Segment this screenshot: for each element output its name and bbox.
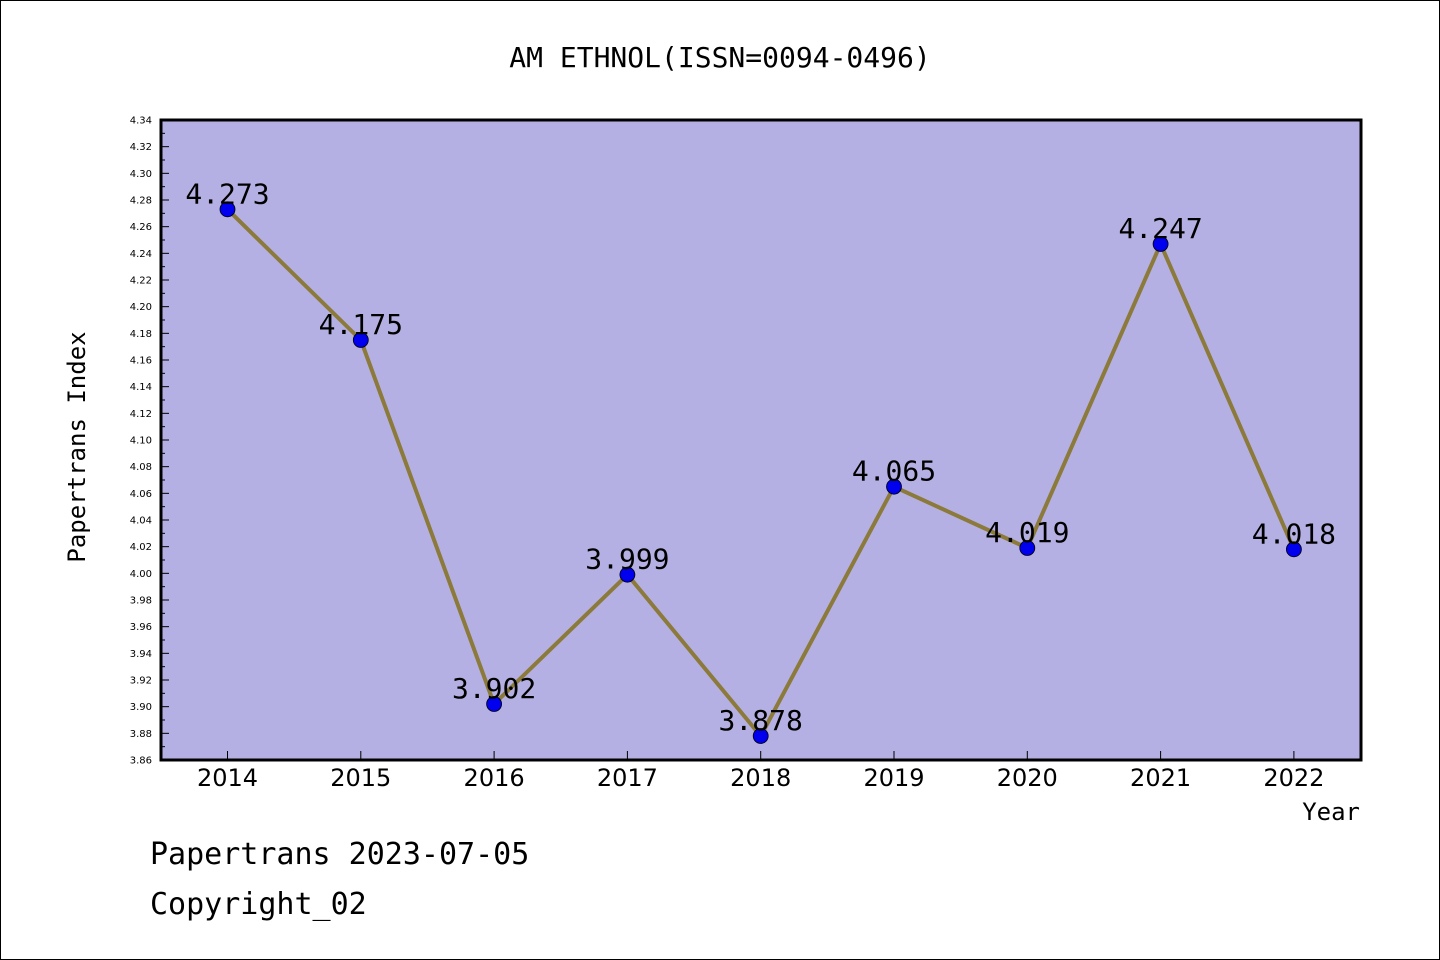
x-tick-label: 2014 bbox=[197, 764, 258, 792]
y-tick-label: 3.96 bbox=[130, 622, 152, 633]
x-axis-label: Year bbox=[1302, 798, 1360, 826]
y-axis-ticks: 3.86 3.88 3.90 3.92 3.94 3.96 3.98 4.00 4.02 4.04… bbox=[130, 116, 169, 767]
series-layer: 4.273 4.175 3.902 3.999 3.878 4.065 4.019 4.247… bbox=[185, 177, 1336, 744]
data-label: 3.878 bbox=[719, 704, 803, 737]
data-point-marker bbox=[486, 696, 503, 712]
data-label: 3.902 bbox=[452, 672, 536, 705]
y-tick-label: 4.16 bbox=[130, 356, 152, 367]
x-tick-label: 2016 bbox=[464, 764, 525, 792]
data-label: 3.999 bbox=[585, 543, 669, 576]
y-tick-label: 4.10 bbox=[130, 436, 152, 447]
y-tick-label: 3.90 bbox=[130, 702, 152, 713]
footer-copyright: Copyright_02 bbox=[150, 887, 367, 922]
y-tick-label: 4.34 bbox=[130, 116, 152, 127]
data-point-marker bbox=[1019, 540, 1036, 556]
y-tick-label: 3.88 bbox=[130, 729, 152, 740]
data-point-marker bbox=[886, 478, 902, 495]
y-tick-label: 4.02 bbox=[130, 542, 152, 553]
y-tick-label: 4.12 bbox=[130, 409, 152, 420]
data-point-marker bbox=[1152, 236, 1169, 252]
data-label: 4.175 bbox=[319, 308, 403, 341]
y-tick-label: 4.04 bbox=[130, 516, 152, 527]
plot-border bbox=[159, 118, 1363, 762]
y-tick-label: 3.92 bbox=[130, 676, 152, 687]
x-tick-label: 2019 bbox=[863, 764, 924, 792]
plot-area bbox=[161, 120, 1361, 760]
y-tick-label: 4.20 bbox=[130, 302, 152, 313]
data-point-marker bbox=[352, 332, 369, 348]
y-tick-label: 4.18 bbox=[130, 329, 152, 340]
data-point-marker bbox=[219, 201, 236, 218]
y-tick-label: 4.22 bbox=[130, 276, 152, 287]
data-point-marker bbox=[752, 728, 769, 744]
data-label: 4.019 bbox=[985, 516, 1069, 549]
data-label: 4.018 bbox=[1252, 517, 1336, 550]
y-axis-label: Papertrans Index bbox=[63, 331, 91, 562]
y-tick-label: 3.94 bbox=[130, 649, 152, 660]
y-tick-label: 4.00 bbox=[130, 569, 152, 580]
x-tick-label: 2021 bbox=[1130, 764, 1191, 792]
chart-title: AM ETHNOL(ISSN=0094-0496) bbox=[509, 41, 930, 74]
footer-date: Papertrans 2023-07-05 bbox=[150, 837, 529, 872]
data-point-marker bbox=[1286, 541, 1302, 558]
data-label: 4.065 bbox=[852, 455, 936, 488]
y-tick-label: 4.14 bbox=[130, 382, 152, 393]
x-tick-label: 2018 bbox=[730, 764, 791, 792]
y-tick-label: 4.06 bbox=[130, 489, 152, 500]
x-tick-label: 2020 bbox=[997, 764, 1058, 792]
x-axis-ticks: 2014 2015 2016 2017 2018 2019 2020 2021 2022 bbox=[197, 751, 1324, 792]
y-tick-label: 3.86 bbox=[130, 756, 152, 767]
y-tick-label: 4.30 bbox=[130, 169, 152, 180]
data-label: 4.247 bbox=[1118, 212, 1202, 245]
x-tick-label: 2022 bbox=[1263, 764, 1324, 792]
y-tick-label: 4.32 bbox=[130, 142, 152, 153]
y-tick-label: 4.28 bbox=[130, 196, 152, 207]
x-tick-label: 2015 bbox=[330, 764, 391, 792]
y-tick-label: 3.98 bbox=[130, 596, 152, 607]
data-point-marker bbox=[619, 566, 636, 583]
data-label: 4.273 bbox=[185, 177, 269, 210]
y-tick-label: 4.26 bbox=[130, 222, 152, 233]
y-tick-label: 4.08 bbox=[130, 462, 152, 473]
x-tick-label: 2017 bbox=[597, 764, 658, 792]
y-tick-label: 4.24 bbox=[130, 249, 152, 260]
